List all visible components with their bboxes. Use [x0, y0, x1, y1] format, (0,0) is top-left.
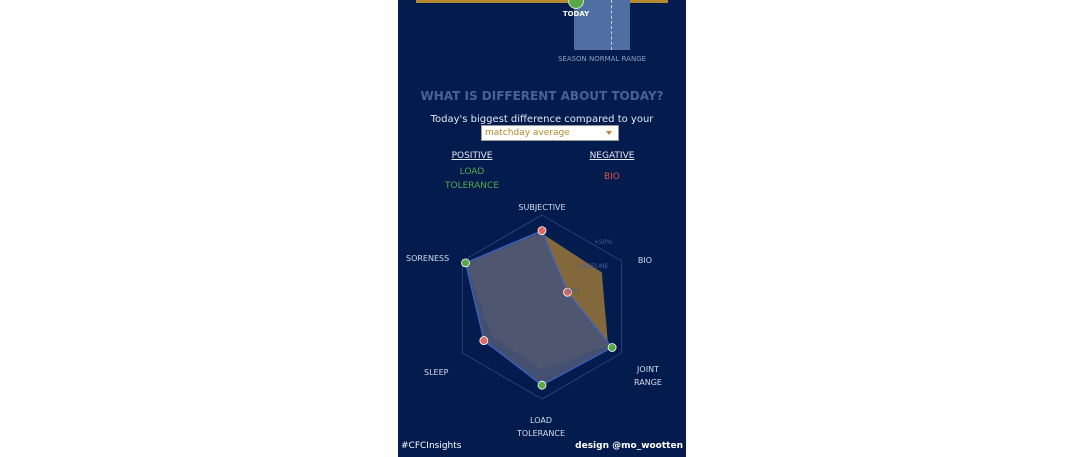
dashboard-panel: TODAY SEASON NORMAL RANGE WHAT IS DIFFER… — [398, 0, 686, 457]
axis-label-soreness: SORENESS — [406, 254, 450, 263]
radar-point-load[interactable] — [537, 380, 547, 390]
season-normal-range-label: SEASON NORMAL RANGE — [557, 55, 647, 63]
radar-point-subjective[interactable] — [537, 226, 547, 236]
chevron-down-icon[interactable] — [606, 131, 612, 135]
negative-value: BIO — [604, 172, 620, 182]
axis-label-joint-range: JOINT RANGE — [634, 365, 662, 387]
comparison-dropdown[interactable]: matchday average — [481, 125, 619, 141]
positive-heading: POSITIVE — [451, 151, 493, 161]
season-normal-range-band — [574, 0, 630, 50]
axis-label-load-tolerance: LOAD TOLERANCE — [516, 416, 566, 438]
positive-value: LOAD TOLERANCE — [444, 167, 500, 191]
negative-heading: NEGATIVE — [589, 151, 635, 161]
axis-label-sleep: SLEEP — [424, 368, 449, 377]
ring-label-baseline: BASELINE — [579, 263, 608, 270]
radar-point-bio[interactable] — [563, 287, 572, 297]
radar-point-sleep[interactable] — [479, 336, 489, 345]
season-range-midline — [611, 0, 612, 50]
axis-label-bio: BIO — [637, 256, 653, 265]
radar-point-soreness[interactable] — [461, 258, 470, 268]
today-range-bar — [416, 0, 668, 3]
ring-label-minus-50: -50% — [564, 288, 580, 295]
radar-point-joint[interactable] — [607, 343, 617, 352]
comparison-subtitle: Today's biggest difference compared to y… — [430, 114, 654, 125]
comparison-dropdown-value: matchday average — [485, 128, 570, 138]
hashtag-footer: #CFCInsights — [401, 441, 462, 451]
radar-points — [461, 226, 617, 390]
design-credit-footer: design @mo_wootten — [575, 441, 683, 451]
section-title: WHAT IS DIFFERENT ABOUT TODAY? — [420, 89, 664, 103]
radar-chart: +50% BASELINE -50% — [461, 214, 623, 400]
ring-label-plus-50: +50% — [594, 239, 613, 246]
axis-label-subjective: SUBJECTIVE — [518, 203, 566, 212]
today-label: TODAY — [562, 10, 590, 18]
